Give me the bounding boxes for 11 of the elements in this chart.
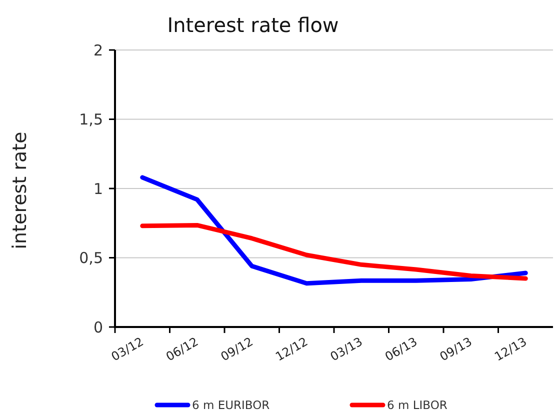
legend-label: 6 m LIBOR [387,398,448,412]
y-tick-label: 0,5 [79,249,103,267]
y-tick-label: 2 [93,41,103,60]
line-series [140,175,528,286]
line-series [140,222,528,281]
y-tick-label: 1,5 [79,110,103,128]
y-tick-label: 1 [93,180,103,198]
y-tick-label: 0 [93,318,103,336]
chart-title: Interest rate flow [167,13,339,37]
legend-label: 6 m EURIBOR [192,398,270,412]
y-axis-title: interest rate [9,132,31,250]
